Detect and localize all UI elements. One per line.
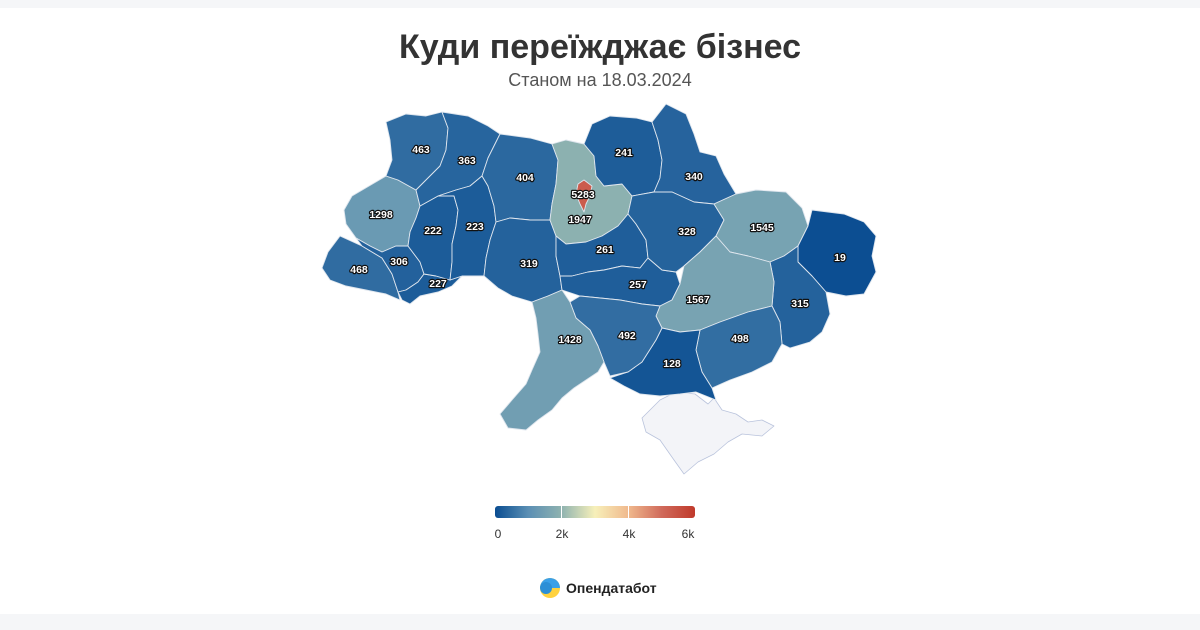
- legend-label-2k: 2k: [555, 527, 569, 541]
- region-value-cherkasy: 261: [596, 244, 614, 256]
- region-kherson[interactable]: [609, 327, 717, 401]
- legend-label-6k: 6k: [681, 527, 695, 541]
- region-crimea[interactable]: [641, 391, 775, 475]
- region-value-khmelnytskyi: 223: [466, 221, 484, 233]
- region-value-volyn: 463: [412, 144, 430, 156]
- legend-tick-2k: [561, 506, 562, 518]
- legend-gradient-bar: [495, 506, 695, 518]
- region-value-kharkiv: 1545: [750, 222, 774, 234]
- region-value-kyiv-city: 5283: [571, 189, 595, 201]
- region-value-vinnytsia: 319: [520, 258, 538, 270]
- region-value-kherson: 128: [663, 358, 681, 370]
- map-regions: [321, 103, 877, 475]
- brand-name: Опендатабот: [566, 580, 657, 596]
- region-value-dnipropetrovsk: 1567: [686, 294, 710, 306]
- region-value-kyiv-oblast: 1947: [568, 214, 592, 226]
- region-value-donetsk: 315: [791, 298, 809, 310]
- region-value-ternopil: 222: [424, 225, 442, 237]
- region-odesa[interactable]: [499, 289, 605, 431]
- region-value-rivne: 363: [458, 155, 476, 167]
- color-legend: 0 2k 4k 6k: [495, 506, 695, 546]
- region-value-zakarpattia: 468: [350, 264, 368, 276]
- region-value-poltava: 328: [678, 226, 696, 238]
- region-value-zhytomyr: 404: [516, 172, 534, 184]
- region-value-chernivtsi: 227: [429, 278, 447, 290]
- region-value-mykolaiv: 492: [618, 330, 636, 342]
- opendatabot-logo-icon: [540, 578, 560, 598]
- page-title: Куди переїжджає бізнес: [398, 28, 802, 66]
- region-value-odesa: 1428: [558, 334, 582, 346]
- region-kyiv-city[interactable]: [575, 179, 593, 213]
- region-value-zaporizhzhia: 498: [731, 333, 749, 345]
- brand[interactable]: Опендатабот: [540, 577, 657, 599]
- region-value-ivano-frankivsk: 306: [390, 256, 408, 268]
- legend-label-0: 0: [494, 527, 502, 541]
- legend-tick-4k: [628, 506, 629, 518]
- region-sumy[interactable]: [651, 103, 737, 205]
- region-value-sumy: 340: [685, 171, 703, 183]
- map-value-labels: 1298 463 363 404 1947 5283 241 340 1545 19 315 498 1…: [349, 143, 847, 371]
- page-subtitle: Станом на 18.03.2024: [508, 70, 692, 90]
- legend-label-4k: 4k: [622, 527, 636, 541]
- region-value-chernihiv: 241: [615, 147, 633, 159]
- region-value-luhansk: 19: [834, 252, 846, 264]
- region-value-lviv: 1298: [369, 209, 393, 221]
- region-value-kirovohrad: 257: [629, 279, 647, 291]
